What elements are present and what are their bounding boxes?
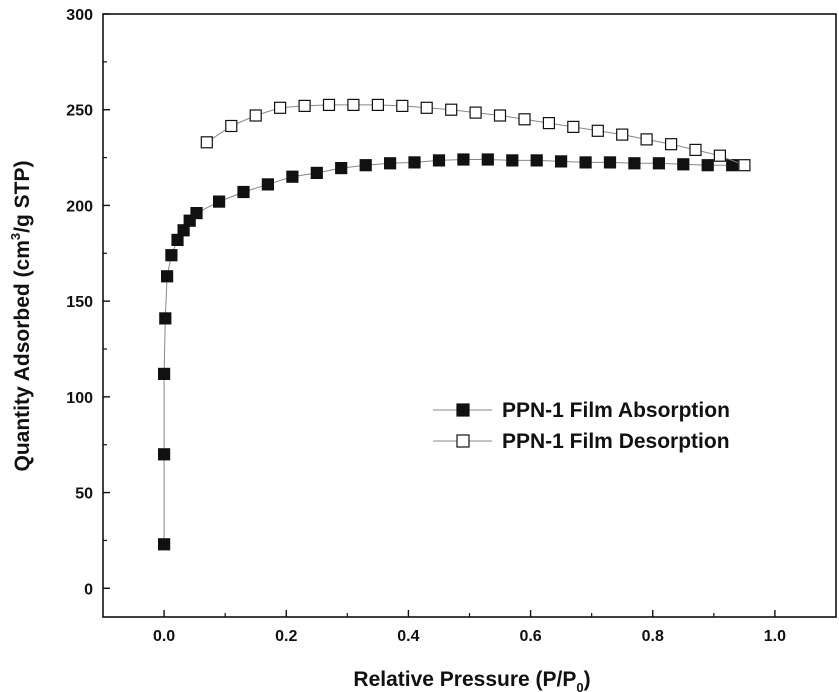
legend-label-absorption: PPN-1 Film Absorption — [502, 399, 730, 422]
y-tick-label: 200 — [66, 198, 93, 215]
data-point-absorption — [408, 156, 421, 169]
y-axis-title-superscript: 3 — [8, 233, 23, 240]
data-point-desorption — [298, 99, 311, 113]
data-point-absorption — [161, 270, 174, 283]
y-tick-label: 0 — [84, 581, 93, 598]
data-point-absorption — [261, 178, 274, 191]
data-point-absorption — [183, 214, 196, 227]
legend-marker-absorption — [456, 403, 470, 417]
data-point-desorption — [420, 101, 433, 114]
data-point-absorption — [158, 448, 171, 461]
data-point-absorption — [579, 156, 592, 169]
series-layer — [158, 98, 751, 551]
legend-label-desorption: PPN-1 Film Desorption — [502, 430, 730, 453]
x-axis: 0.0 0.2 0.4 0.6 0.8 1.0 — [153, 610, 786, 645]
data-point-absorption — [165, 249, 178, 262]
data-point-desorption — [493, 109, 507, 122]
data-point-absorption — [677, 158, 690, 171]
data-point-desorption — [713, 149, 727, 162]
legend-marker-desorption — [456, 434, 470, 448]
data-point-desorption — [274, 101, 287, 114]
legend-item-absorption: PPN-1 Film Absorption — [433, 399, 730, 422]
data-point-desorption — [616, 128, 629, 141]
data-point-absorption — [652, 157, 666, 170]
data-point-absorption — [506, 154, 519, 167]
series-desorption — [200, 98, 751, 172]
data-point-absorption — [726, 159, 739, 172]
y-tick-label: 100 — [66, 390, 93, 407]
data-point-absorption — [603, 156, 617, 169]
data-point-desorption — [567, 120, 580, 134]
data-point-absorption — [310, 166, 323, 179]
data-point-desorption — [322, 98, 336, 112]
legend-item-desorption: PPN-1 Film Desorption — [433, 430, 730, 453]
data-point-absorption — [530, 154, 543, 167]
data-point-absorption — [190, 207, 203, 220]
x-tick-label: 0.2 — [275, 628, 297, 645]
x-tick-label: 0.0 — [153, 628, 175, 645]
x-tick-label: 0.4 — [397, 628, 419, 645]
data-point-absorption — [481, 153, 494, 166]
plot-frame — [102, 13, 837, 618]
y-axis: 0 50 100 150 200 250 300 — [66, 7, 110, 598]
series-absorption — [158, 153, 739, 551]
data-point-desorption — [664, 138, 678, 151]
y-tick-label: 150 — [66, 294, 93, 311]
y-axis-title: Quantity Adsorbed (cm3/g STP) — [8, 161, 34, 472]
y-axis-title-end: /g STP) — [11, 161, 34, 233]
y-tick-label: 300 — [66, 7, 93, 24]
data-point-absorption — [171, 233, 184, 246]
data-point-absorption — [457, 153, 470, 166]
data-point-desorption — [347, 98, 360, 112]
y-tick-label: 50 — [75, 486, 93, 503]
data-point-desorption — [738, 159, 751, 172]
data-point-absorption — [158, 538, 171, 551]
x-axis-title: Relative Pressure (P/P0) — [353, 668, 590, 692]
data-point-absorption — [432, 154, 446, 167]
data-point-absorption — [213, 195, 226, 208]
data-point-desorption — [591, 124, 604, 137]
data-point-desorption — [542, 116, 556, 130]
data-point-desorption — [249, 109, 262, 122]
data-point-desorption — [469, 106, 482, 119]
data-point-desorption — [640, 133, 653, 146]
x-tick-label: 0.6 — [519, 628, 541, 645]
data-point-desorption — [518, 113, 531, 126]
data-point-desorption — [200, 136, 213, 149]
data-point-absorption — [701, 159, 714, 172]
data-point-desorption — [396, 99, 409, 113]
data-point-desorption — [225, 119, 238, 133]
data-point-desorption — [689, 143, 702, 156]
data-point-absorption — [335, 162, 348, 175]
x-axis-title-subscript: 0 — [576, 680, 583, 692]
x-axis-title-main: Relative Pressure (P/P — [353, 668, 576, 691]
x-axis-title-end: ) — [584, 668, 591, 691]
data-point-absorption — [159, 312, 172, 325]
y-axis-title-main: Quantity Adsorbed (cm — [11, 240, 34, 471]
x-tick-label: 0.8 — [642, 628, 664, 645]
series-line-absorption — [163, 159, 733, 545]
data-point-absorption — [359, 159, 372, 172]
data-point-desorption — [371, 98, 384, 112]
data-point-absorption — [384, 157, 397, 170]
data-point-absorption — [628, 157, 641, 170]
data-point-desorption — [445, 103, 458, 116]
x-tick-label: 1.0 — [764, 628, 786, 645]
data-point-absorption — [237, 185, 250, 199]
data-point-absorption — [554, 155, 568, 168]
data-point-absorption — [158, 367, 171, 380]
data-point-absorption — [286, 170, 299, 183]
legend: PPN-1 Film Absorption PPN-1 Film Desorpt… — [433, 399, 730, 453]
y-tick-label: 250 — [66, 103, 93, 120]
